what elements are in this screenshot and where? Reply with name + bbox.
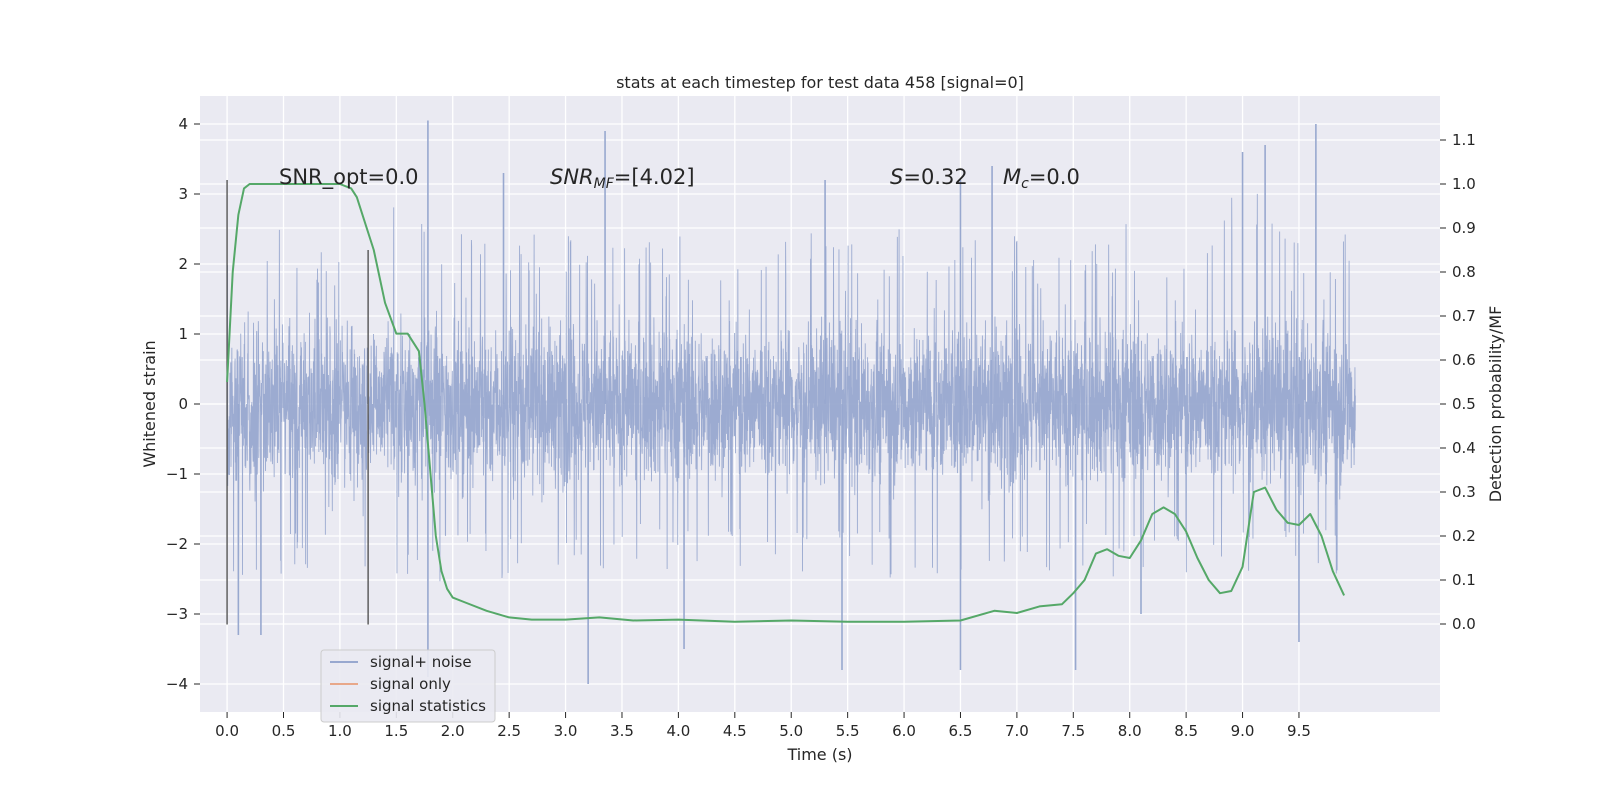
x-tick-label: 0.5 [272, 722, 296, 740]
x-tick-label: 0.0 [215, 722, 239, 740]
y-tick-label-left: 3 [178, 185, 188, 203]
x-tick-label: 6.0 [892, 722, 916, 740]
x-axis-label: Time (s) [786, 745, 852, 764]
x-tick-label: 7.0 [1005, 722, 1029, 740]
signal-noise-line [226, 193, 1356, 582]
x-tick-label: 3.0 [554, 722, 578, 740]
y-tick-label-right: 1.1 [1452, 131, 1476, 149]
x-tick-label: 5.0 [779, 722, 803, 740]
snr-mf-base: SNR [550, 165, 594, 189]
x-tick-label: 9.5 [1287, 722, 1311, 740]
annotation-mc: Mc=0.0 [1003, 165, 1080, 192]
x-tick-label: 3.5 [610, 722, 634, 740]
y-tick-label-left: 2 [178, 255, 188, 273]
mc-value: =0.0 [1029, 165, 1080, 189]
x-tick-label: 9.0 [1231, 722, 1255, 740]
x-tick-label: 8.0 [1118, 722, 1142, 740]
x-tick-label: 4.5 [723, 722, 747, 740]
annotation-snr-opt: SNR_opt=0.0 [279, 165, 419, 190]
chart-title: stats at each timestep for test data 458… [616, 73, 1024, 92]
x-tick-label: 8.5 [1174, 722, 1198, 740]
y-tick-label-left: 0 [178, 395, 188, 413]
y-axis-label-right: Detection probability/MF [1486, 306, 1505, 503]
x-tick-label: 1.0 [328, 722, 352, 740]
y-tick-label-left: 1 [178, 325, 188, 343]
x-tick-label: 7.5 [1061, 722, 1085, 740]
y-tick-label-left: −3 [166, 605, 188, 623]
signal-statistics-series [226, 183, 1345, 623]
mc-var: M [1003, 165, 1021, 189]
y-tick-label-left: −2 [166, 535, 188, 553]
annotation-s: S=0.32 [890, 165, 968, 189]
y-tick-label-right: 1.0 [1452, 175, 1476, 193]
y-tick-label-right: 0.2 [1452, 527, 1476, 545]
y-tick-label-right: 0.8 [1452, 263, 1476, 281]
y-tick-label-right: 0.9 [1452, 219, 1476, 237]
snr-mf-value: =[4.02] [614, 165, 695, 189]
x-tick-label: 6.5 [949, 722, 973, 740]
signal-noise-series [226, 120, 1356, 684]
legend: signal+ noise signal only signal statist… [320, 649, 496, 723]
y-tick-label-right: 0.6 [1452, 351, 1476, 369]
legend-box [320, 649, 496, 723]
vertical-markers [226, 180, 369, 625]
axis-ticks: 0.0 0.5 1.0 1.5 2.0 2.5 3.0 3.5 4.0 4.5 5.0 5.5 6.0 6… [166, 115, 1476, 740]
mc-sub: c [1021, 176, 1029, 192]
x-tick-label: 1.5 [384, 722, 408, 740]
s-var: S [890, 165, 903, 189]
x-tick-label: 5.5 [836, 722, 860, 740]
y-tick-label-right: 0.5 [1452, 395, 1476, 413]
y-tick-label-left: −4 [166, 675, 188, 693]
x-tick-label: 4.0 [666, 722, 690, 740]
y-tick-label-left: −1 [166, 465, 188, 483]
y-tick-label-left: 4 [178, 115, 188, 133]
legend-label-signal-statistics: signal statistics [370, 697, 486, 715]
y-axis-label-left: Whitened strain [140, 340, 159, 467]
legend-label-signal-only: signal only [370, 675, 451, 693]
signal-statistics-line [226, 183, 1345, 623]
y-tick-label-right: 0.3 [1452, 483, 1476, 501]
x-tick-label: 2.5 [497, 722, 521, 740]
s-value: =0.32 [903, 165, 967, 189]
annotation-snr-mf: SNRMF=[4.02] [550, 165, 695, 192]
y-tick-label-right: 0.4 [1452, 439, 1476, 457]
y-tick-label-right: 0.7 [1452, 307, 1476, 325]
legend-label-signal-noise: signal+ noise [370, 653, 472, 671]
y-tick-label-right: 0.0 [1452, 615, 1476, 633]
x-tick-label: 2.0 [441, 722, 465, 740]
snr-mf-sub: MF [594, 176, 615, 192]
y-tick-label-right: 0.1 [1452, 571, 1476, 589]
